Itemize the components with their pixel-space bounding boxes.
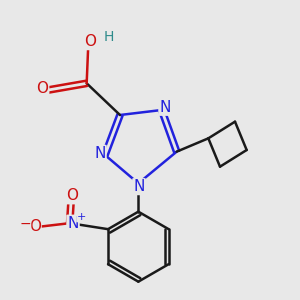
Text: +: + [76,212,86,222]
Text: O: O [36,81,48,96]
Text: O: O [29,219,41,234]
Text: N: N [94,146,106,161]
Text: O: O [66,188,78,203]
Text: −: − [20,217,31,231]
Text: H: H [103,30,113,44]
Text: N: N [159,100,171,115]
Text: N: N [133,179,145,194]
Text: N: N [67,216,79,231]
Text: O: O [84,34,96,49]
